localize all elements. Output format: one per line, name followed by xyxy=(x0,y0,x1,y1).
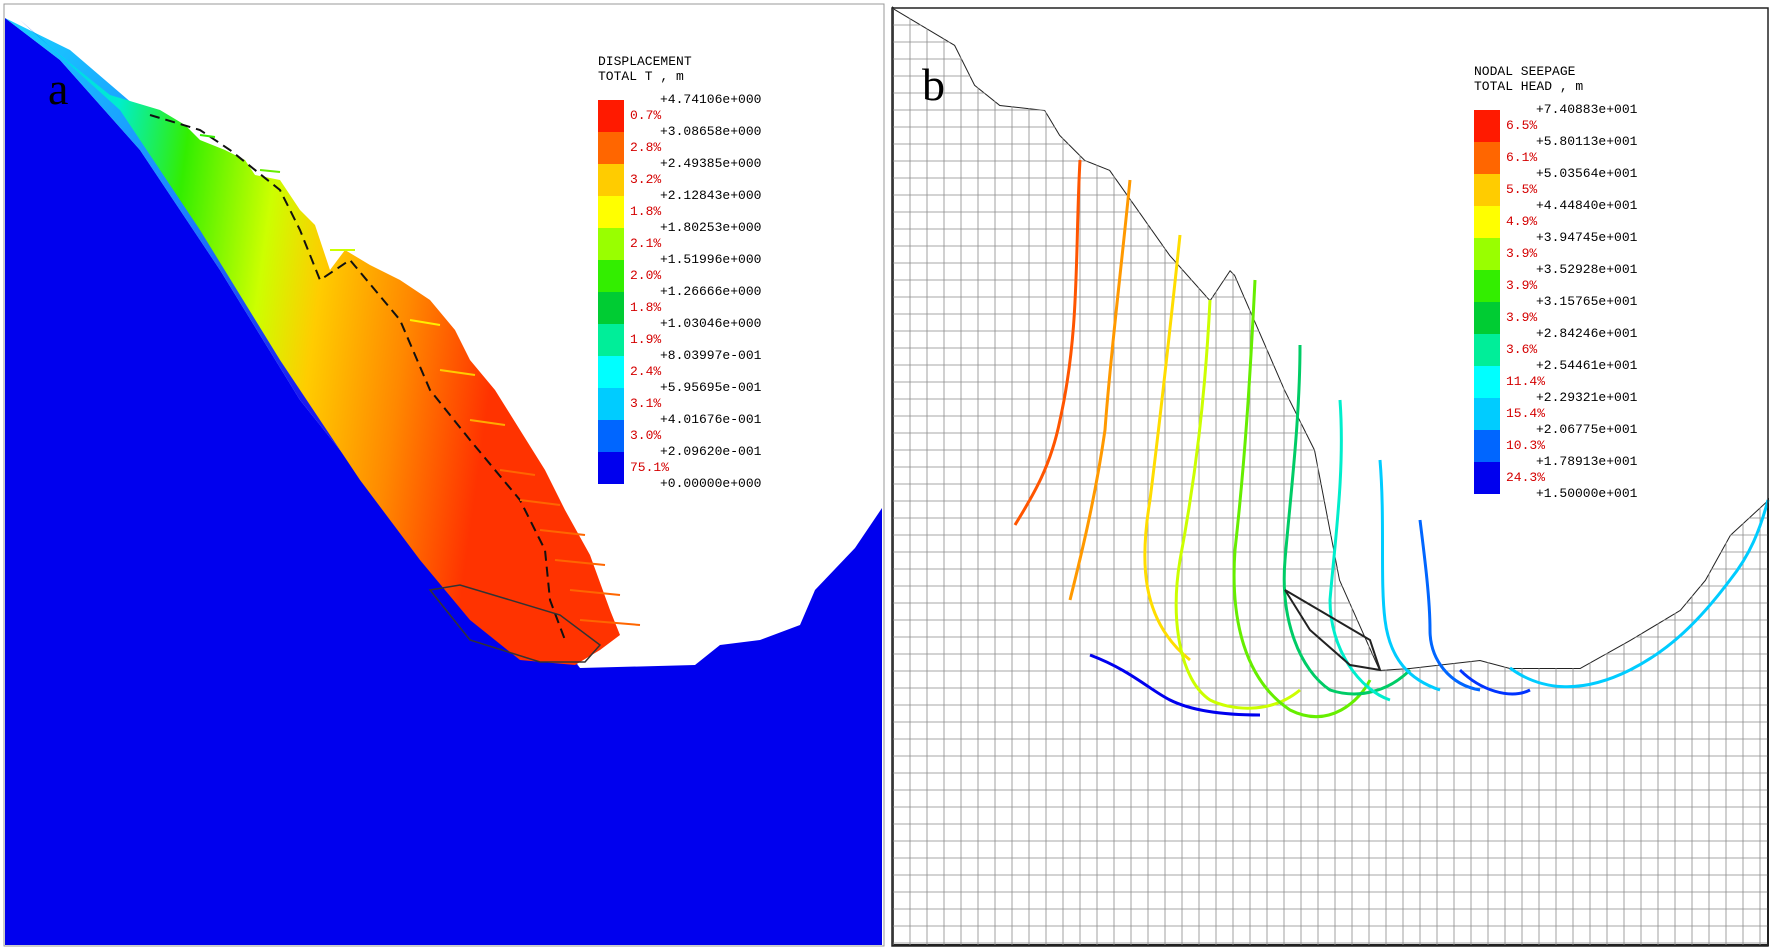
displacement-legend-tick-label: +4.01676e-001 xyxy=(660,412,762,427)
displacement-legend-tick-label: +3.08658e+000 xyxy=(660,124,762,139)
seepage-legend-percent: 3.9% xyxy=(1506,246,1538,261)
displacement-legend: DISPLACEMENT TOTAL T , m 0.7% 2.8% 3.2% 1.8… xyxy=(598,54,798,554)
displacement-arrows xyxy=(199,134,641,626)
seepage-legend-tick-label: +5.80113e+001 xyxy=(1536,134,1638,149)
seepage-legend-percent: 4.9% xyxy=(1506,214,1538,229)
seepage-legend-tick-label: +2.06775e+001 xyxy=(1536,422,1638,437)
displacement-legend-percent: 3.1% xyxy=(630,396,662,411)
seepage-legend-tick-label: +1.50000e+001 xyxy=(1536,486,1638,501)
seepage-legend-swatch xyxy=(1474,174,1500,206)
seepage-flow-lines xyxy=(1013,159,1770,718)
seepage-legend-tick-label: +2.54461e+001 xyxy=(1536,358,1638,373)
displacement-legend-percent: 3.0% xyxy=(630,428,662,443)
displacement-legend-tick-label: +2.12843e+000 xyxy=(660,188,762,203)
seepage-legend-percent: 6.1% xyxy=(1506,150,1538,165)
seepage-legend-swatch xyxy=(1474,398,1500,430)
seepage-legend-swatch xyxy=(1474,142,1500,174)
seepage-legend-percent: 3.9% xyxy=(1506,310,1538,325)
sliding-mass xyxy=(20,20,620,665)
displacement-legend-swatch xyxy=(598,452,624,484)
seepage-legend-tick-label: +5.03564e+001 xyxy=(1536,166,1638,181)
seepage-legend-swatch xyxy=(1474,110,1500,142)
displacement-legend-tick-label: +4.74106e+000 xyxy=(660,92,762,107)
panel-b-seepage: b NODAL SEEPAGE TOTAL HEAD , m 6.5% 6.1% 5… xyxy=(890,0,1770,952)
displacement-legend-tick-label: +5.95695e-001 xyxy=(660,380,762,395)
seepage-legend-percent: 3.9% xyxy=(1506,278,1538,293)
displacement-legend-swatch xyxy=(598,388,624,420)
displacement-legend-percent: 2.1% xyxy=(630,236,662,251)
displacement-legend-tick-label: +2.49385e+000 xyxy=(660,156,762,171)
displacement-legend-percent: 1.8% xyxy=(630,300,662,315)
seepage-legend-tick-label: +1.78913e+001 xyxy=(1536,454,1638,469)
seepage-legend-swatch xyxy=(1474,238,1500,270)
displacement-legend-percent: 1.9% xyxy=(630,332,662,347)
seepage-legend-swatch xyxy=(1474,366,1500,398)
seepage-legend-percent: 10.3% xyxy=(1506,438,1546,453)
seepage-legend-percent: 11.4% xyxy=(1506,374,1546,389)
displacement-legend-swatch xyxy=(598,132,624,164)
seepage-legend-percent: 3.6% xyxy=(1506,342,1538,357)
displacement-legend-percent: 1.8% xyxy=(630,204,662,219)
displacement-legend-swatch xyxy=(598,324,624,356)
slip-surface-line xyxy=(149,114,566,641)
seepage-legend-swatch xyxy=(1474,206,1500,238)
seepage-legend-percent: 15.4% xyxy=(1506,406,1546,421)
seepage-legend-swatch xyxy=(1474,430,1500,462)
displacement-legend-tick-label: +1.03046e+000 xyxy=(660,316,762,331)
displacement-legend-tick-label: +0.00000e+000 xyxy=(660,476,762,491)
seepage-legend-tick-label: +2.84246e+001 xyxy=(1536,326,1638,341)
displacement-legend-percent: 75.1% xyxy=(630,460,670,475)
displacement-legend-percent: 2.8% xyxy=(630,140,662,155)
displacement-legend-swatch xyxy=(598,356,624,388)
displacement-legend-swatch xyxy=(598,196,624,228)
finite-element-mesh xyxy=(892,7,1768,945)
seepage-legend-swatch xyxy=(1474,334,1500,366)
seepage-legend-swatch xyxy=(1474,462,1500,494)
panel-a-displacement: a DISPLACEMENT TOTAL T , m 0.7% 2.8% 3.2% 1… xyxy=(3,3,885,947)
displacement-legend-swatch xyxy=(598,100,624,132)
displacement-legend-percent: 0.7% xyxy=(630,108,662,123)
legend-title-b-line2: TOTAL HEAD , m xyxy=(1474,79,1584,94)
legend-title-a-line1: DISPLACEMENT xyxy=(598,54,692,69)
displacement-legend-tick-label: +1.80253e+000 xyxy=(660,220,762,235)
displacement-legend-swatch xyxy=(598,228,624,260)
sky-mask xyxy=(893,8,1768,670)
seepage-legend-swatch xyxy=(1474,270,1500,302)
displacement-legend-swatch xyxy=(598,420,624,452)
panel-b-letter: b xyxy=(922,59,945,110)
legend-title-b-line1: NODAL SEEPAGE xyxy=(1474,64,1576,79)
seepage-legend-tick-label: +7.40883e+001 xyxy=(1536,102,1638,117)
legend-title-a-line2: TOTAL T , m xyxy=(598,69,684,84)
seepage-legend-percent: 24.3% xyxy=(1506,470,1546,485)
seepage-legend-tick-label: +3.94745e+001 xyxy=(1536,230,1638,245)
seepage-legend-tick-label: +3.15765e+001 xyxy=(1536,294,1638,309)
displacement-legend-tick-label: +8.03997e-001 xyxy=(660,348,762,363)
seepage-legend: NODAL SEEPAGE TOTAL HEAD , m 6.5% 6.1% 5.5… xyxy=(1474,64,1674,564)
displacement-legend-swatch xyxy=(598,260,624,292)
displacement-legend-percent: 2.0% xyxy=(630,268,662,283)
seepage-mesh-plot xyxy=(891,6,1770,947)
displacement-legend-tick-label: +2.09620e-001 xyxy=(660,444,762,459)
displacement-legend-tick-label: +1.26666e+000 xyxy=(660,284,762,299)
displacement-legend-swatch xyxy=(598,292,624,324)
toe-wedge xyxy=(428,584,602,663)
panel-a-letter: a xyxy=(48,63,69,114)
ground-mass xyxy=(5,18,882,945)
displacement-legend-tick-label: +1.51996e+000 xyxy=(660,252,762,267)
displacement-legend-swatch xyxy=(598,164,624,196)
seepage-legend-tick-label: +3.52928e+001 xyxy=(1536,262,1638,277)
inner-wedge-outline xyxy=(1284,589,1382,672)
seepage-legend-tick-label: +4.44840e+001 xyxy=(1536,198,1638,213)
displacement-legend-percent: 3.2% xyxy=(630,172,662,187)
seepage-legend-percent: 6.5% xyxy=(1506,118,1538,133)
seepage-legend-swatch xyxy=(1474,302,1500,334)
displacement-contour-plot xyxy=(3,3,885,947)
displacement-legend-percent: 2.4% xyxy=(630,364,662,379)
seepage-legend-percent: 5.5% xyxy=(1506,182,1538,197)
seepage-legend-tick-label: +2.29321e+001 xyxy=(1536,390,1638,405)
